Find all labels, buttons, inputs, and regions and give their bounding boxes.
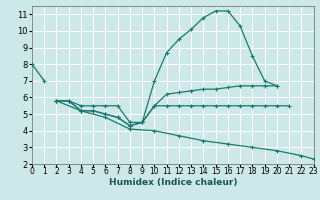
X-axis label: Humidex (Indice chaleur): Humidex (Indice chaleur) (108, 178, 237, 187)
